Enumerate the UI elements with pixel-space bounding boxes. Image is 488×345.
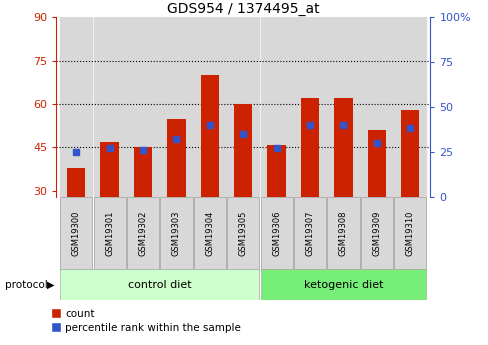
Bar — [300, 98, 319, 197]
Bar — [393, 17, 426, 197]
Bar — [193, 17, 225, 197]
Text: GSM19301: GSM19301 — [105, 210, 114, 256]
Legend: count, percentile rank within the sample: count, percentile rank within the sample — [52, 309, 241, 333]
Bar — [67, 168, 85, 197]
Bar — [94, 17, 125, 197]
Bar — [101, 142, 119, 197]
Bar — [400, 110, 419, 197]
Bar — [200, 75, 219, 197]
FancyBboxPatch shape — [260, 269, 426, 300]
FancyBboxPatch shape — [94, 197, 125, 269]
FancyBboxPatch shape — [327, 197, 359, 269]
Text: GSM19305: GSM19305 — [238, 210, 247, 256]
Bar — [60, 17, 92, 197]
FancyBboxPatch shape — [60, 269, 259, 300]
FancyBboxPatch shape — [227, 197, 259, 269]
Text: GSM19300: GSM19300 — [72, 210, 81, 256]
FancyBboxPatch shape — [160, 197, 192, 269]
Bar — [367, 130, 385, 197]
Bar — [127, 17, 159, 197]
FancyBboxPatch shape — [293, 197, 325, 269]
Bar — [360, 17, 392, 197]
FancyBboxPatch shape — [260, 197, 292, 269]
Bar — [267, 145, 285, 197]
Text: GSM19308: GSM19308 — [338, 210, 347, 256]
Bar — [160, 17, 192, 197]
Text: ketogenic diet: ketogenic diet — [303, 280, 383, 289]
Bar — [334, 98, 352, 197]
Bar — [260, 17, 292, 197]
Bar — [234, 104, 252, 197]
Bar — [327, 17, 359, 197]
Text: GSM19307: GSM19307 — [305, 210, 314, 256]
Text: GSM19302: GSM19302 — [138, 210, 147, 256]
FancyBboxPatch shape — [393, 197, 426, 269]
Text: GSM19309: GSM19309 — [372, 210, 381, 256]
Bar — [227, 17, 259, 197]
Bar — [293, 17, 325, 197]
Title: GDS954 / 1374495_at: GDS954 / 1374495_at — [166, 2, 319, 16]
FancyBboxPatch shape — [127, 197, 159, 269]
Text: control diet: control diet — [128, 280, 191, 289]
Text: GSM19310: GSM19310 — [405, 210, 414, 256]
Text: protocol: protocol — [5, 280, 47, 289]
FancyBboxPatch shape — [193, 197, 225, 269]
Text: GSM19306: GSM19306 — [272, 210, 281, 256]
Text: GSM19303: GSM19303 — [172, 210, 181, 256]
Bar — [167, 119, 185, 197]
Bar — [134, 147, 152, 197]
Text: ▶: ▶ — [47, 280, 55, 289]
FancyBboxPatch shape — [360, 197, 392, 269]
FancyBboxPatch shape — [60, 197, 92, 269]
Text: GSM19304: GSM19304 — [205, 210, 214, 256]
